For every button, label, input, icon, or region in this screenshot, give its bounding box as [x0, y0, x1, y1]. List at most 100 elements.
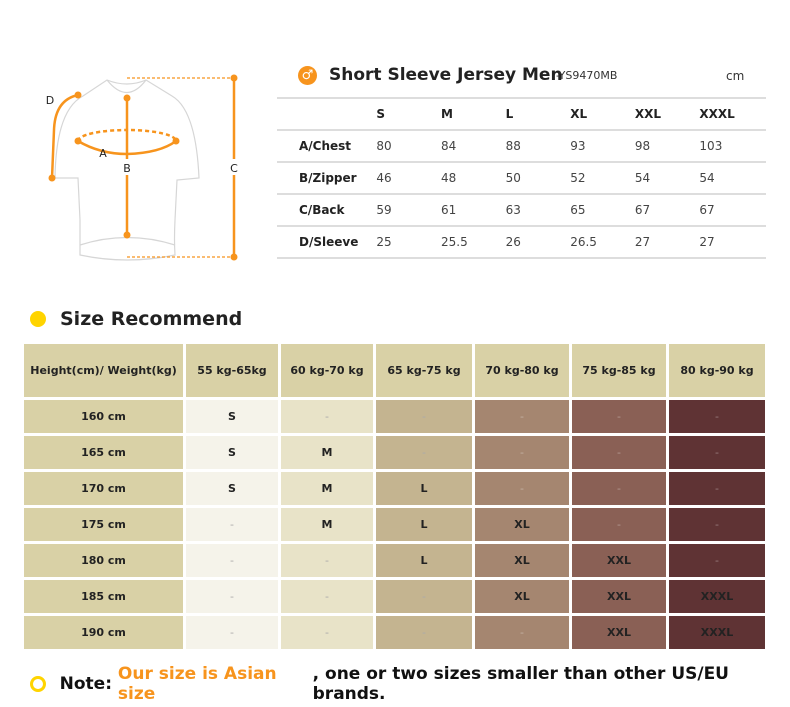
- height-cell: 190 cm: [24, 616, 183, 649]
- note-highlight: Our size is Asian size: [117, 664, 277, 704]
- measurement-value: 67: [699, 203, 715, 217]
- size-cell: -: [475, 616, 569, 649]
- size-cell: -: [281, 544, 373, 577]
- measurement-title: ♂ Short Sleeve Jersey Men: [298, 62, 563, 88]
- size-cell: L: [376, 508, 472, 541]
- jersey-diagram: A B C D: [46, 74, 241, 261]
- height-cell: 170 cm: [24, 472, 183, 505]
- size-cell: XXL: [572, 580, 666, 613]
- size-cell: S: [186, 400, 278, 433]
- section-title: Size Recommend: [60, 308, 243, 330]
- measurement-value: 26.5: [570, 235, 597, 249]
- size-cell: -: [186, 580, 278, 613]
- size-cell: -: [376, 400, 472, 433]
- size-header: XL: [570, 107, 588, 121]
- header-cell: Height(cm)/ Weight(kg): [24, 344, 183, 397]
- measurement-value: 50: [505, 171, 521, 185]
- size-cell: -: [376, 616, 472, 649]
- size-cell: -: [475, 400, 569, 433]
- size-cell: -: [281, 616, 373, 649]
- measurement-value: 25: [376, 235, 392, 249]
- a-measure-back: [76, 128, 178, 142]
- size-header: XXXL: [699, 107, 735, 121]
- measurement-row: D/Sleeve 25 25.5 26 26.5 27 27: [277, 225, 766, 259]
- size-header: S: [376, 107, 386, 121]
- label-c: C: [230, 162, 238, 175]
- size-cell: XL: [475, 508, 569, 541]
- measurement-value: 88: [505, 139, 521, 153]
- size-cell: XL: [475, 580, 569, 613]
- measurement-value: 54: [634, 171, 651, 185]
- measurement-value: 48: [440, 171, 457, 185]
- measurement-value: 67: [634, 203, 651, 217]
- size-cell: M: [281, 508, 373, 541]
- height-cell: 165 cm: [24, 436, 183, 469]
- size-cell: -: [669, 400, 765, 433]
- height-cell: 180 cm: [24, 544, 183, 577]
- d-measure-line: [50, 93, 79, 179]
- size-cell: -: [281, 400, 373, 433]
- measurement-value: 59: [376, 203, 392, 217]
- header-cell: 80 kg-90 kg: [669, 344, 765, 397]
- size-cell: -: [376, 580, 472, 613]
- measurement-value: 98: [634, 139, 651, 153]
- male-icon: ♂: [298, 65, 317, 85]
- measurement-label: B/Zipper: [299, 171, 357, 185]
- ring-icon: [30, 676, 46, 692]
- measurement-value: 27: [699, 235, 715, 249]
- header-cell: 65 kg-75 kg: [376, 344, 472, 397]
- header-cell: 60 kg-70 kg: [281, 344, 373, 397]
- note-prefix: Note:: [59, 674, 118, 694]
- size-cell: -: [572, 400, 666, 433]
- size-cell: L: [376, 544, 472, 577]
- height-cell: 175 cm: [24, 508, 183, 541]
- note: Note: Our size is Asian size , one or tw…: [30, 664, 790, 704]
- size-cell: -: [669, 544, 765, 577]
- label-b: B: [123, 162, 131, 175]
- measurement-value: 52: [570, 171, 586, 185]
- size-cell: XL: [475, 544, 569, 577]
- size-cell: S: [186, 436, 278, 469]
- size-cell: M: [281, 436, 373, 469]
- note-rest: , one or two sizes smaller than other US…: [312, 664, 729, 704]
- size-header: XXL: [634, 107, 661, 121]
- size-cell: XXL: [572, 616, 666, 649]
- size-cell: -: [572, 472, 666, 505]
- header-cell: 75 kg-85 kg: [572, 344, 666, 397]
- title-text: Short Sleeve Jersey Men: [329, 65, 563, 85]
- measurement-value: 54: [699, 171, 715, 185]
- measurement-value: 103: [699, 139, 723, 153]
- measurement-value: 61: [440, 203, 457, 217]
- measurement-row: B/Zipper 46 48 50 52 54 54: [277, 161, 766, 193]
- size-cell: -: [186, 508, 278, 541]
- measurement-value: 27: [634, 235, 651, 249]
- size-cell: -: [572, 436, 666, 469]
- measurement-label: C/Back: [299, 203, 345, 217]
- size-cell: -: [475, 472, 569, 505]
- size-cell: -: [669, 436, 765, 469]
- measurement-value: 26: [505, 235, 521, 249]
- size-cell: -: [376, 436, 472, 469]
- size-cell: -: [669, 472, 765, 505]
- size-recommend-heading: Size Recommend: [30, 308, 242, 330]
- label-a: A: [99, 147, 107, 160]
- measurement-table: S M L XL XXL XXXL A/Chest 80 84 88 93 98 103 B/Zipper…: [277, 97, 766, 259]
- size-cell: S: [186, 472, 278, 505]
- a-measure-front: [77, 139, 177, 156]
- size-cell: -: [186, 544, 278, 577]
- measurement-row: A/Chest 80 84 88 93 98 103: [277, 129, 766, 161]
- header-cell: 55 kg-65kg: [186, 344, 278, 397]
- size-cell: XXXL: [669, 616, 765, 649]
- measurement-value: 80: [376, 139, 392, 153]
- yellow-dot-icon: [30, 311, 46, 327]
- size-cell: -: [475, 436, 569, 469]
- measurement-label: D/Sleeve: [299, 235, 359, 249]
- height-cell: 160 cm: [24, 400, 183, 433]
- size-cell: XXXL: [669, 580, 765, 613]
- measurement-value: 63: [505, 203, 521, 217]
- measurement-label: A/Chest: [299, 139, 352, 153]
- height-cell: 185 cm: [24, 580, 183, 613]
- size-cell: -: [669, 508, 765, 541]
- size-cell: M: [281, 472, 373, 505]
